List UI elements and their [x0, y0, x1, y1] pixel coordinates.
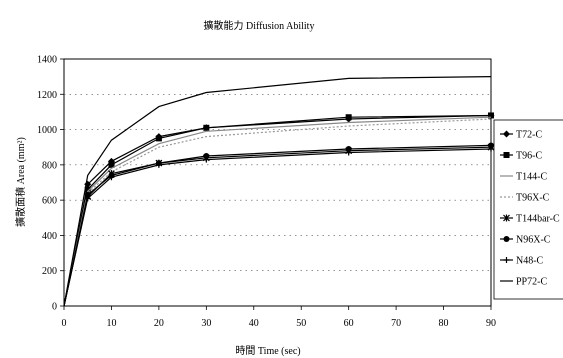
x-tick-label: 10 [106, 318, 116, 329]
data-point [155, 161, 162, 168]
data-point [203, 124, 210, 131]
legend-item: T144-C [500, 172, 547, 183]
data-point [155, 135, 162, 142]
x-tick-label: 70 [391, 318, 401, 329]
y-tick-label: 600 [42, 196, 57, 207]
x-tick-label: 40 [249, 318, 259, 329]
legend-item: N48-C [500, 256, 544, 267]
series-line [63, 118, 492, 307]
y-tick-label: 400 [42, 231, 57, 242]
y-tick-label: 1400 [37, 55, 57, 66]
y-ticks: 0 200 400 600 800 1000 1200 1400 [37, 55, 64, 313]
legend-item: N96X-C [500, 235, 551, 246]
legend-item: T96X-C [500, 193, 550, 204]
data-point [503, 214, 510, 222]
series-layer [63, 76, 495, 307]
x-tick-label: 60 [344, 318, 354, 329]
x-tick-label: 80 [439, 318, 449, 329]
legend-box [493, 119, 563, 300]
y-tick-label: 1000 [37, 125, 57, 136]
legend-label: T96-C [516, 151, 542, 162]
legend-item: T96-C [500, 151, 542, 162]
chart-title: 擴散能力 Diffusion Ability [204, 19, 315, 32]
data-point [503, 257, 510, 263]
x-ticks: 0 10 20 30 40 50 60 70 80 90 [62, 306, 496, 329]
x-tick-label: 90 [486, 318, 496, 329]
data-point [84, 186, 91, 193]
data-point [503, 130, 510, 138]
data-point [203, 156, 210, 163]
series-line [63, 76, 492, 307]
legend: T72-C T96-C T144-C T96X-C T144bar-C N96X-C N48… [493, 119, 563, 300]
data-point [203, 153, 210, 160]
data-point [345, 114, 352, 121]
y-tick-label: 1200 [37, 90, 57, 101]
series-t96-c [63, 112, 494, 307]
data-point [108, 174, 115, 181]
legend-label: PP72-C [516, 277, 547, 288]
legend-label: T96X-C [516, 193, 550, 204]
data-point [488, 145, 494, 152]
y-tick-label: 200 [42, 266, 57, 277]
y-tick-label: 800 [42, 160, 57, 171]
legend-label: N48-C [516, 256, 544, 267]
legend-item: PP72-C [500, 277, 547, 288]
data-point [488, 112, 494, 119]
data-point [503, 236, 510, 242]
legend-label: T144-C [516, 172, 547, 183]
x-axis-label: 時間 Time (sec) [235, 345, 300, 357]
series-line [63, 116, 492, 307]
x-tick-label: 30 [201, 318, 211, 329]
x-tick-label: 0 [62, 318, 67, 329]
plot-area [63, 58, 492, 307]
series-t144-c [63, 116, 492, 307]
data-point [84, 195, 91, 202]
x-tick-label: 20 [154, 318, 164, 329]
legend-label: T72-C [516, 130, 542, 141]
data-point [345, 149, 352, 156]
data-point [345, 145, 352, 152]
series-n48-c [63, 145, 494, 307]
series-t96x-c [63, 118, 492, 307]
series-pp72-c [63, 76, 492, 307]
legend-label: N96X-C [516, 235, 551, 246]
y-axis-label: 擴散面積 Area (mm²) [14, 137, 27, 227]
legend-item: T72-C [500, 130, 542, 141]
data-point [503, 152, 510, 158]
data-point [488, 142, 494, 149]
legend-item: T144bar-C [500, 214, 560, 225]
y-tick-label: 0 [52, 302, 57, 313]
x-tick-label: 50 [296, 318, 306, 329]
legend-label: T144bar-C [516, 214, 560, 225]
data-point [108, 161, 115, 168]
